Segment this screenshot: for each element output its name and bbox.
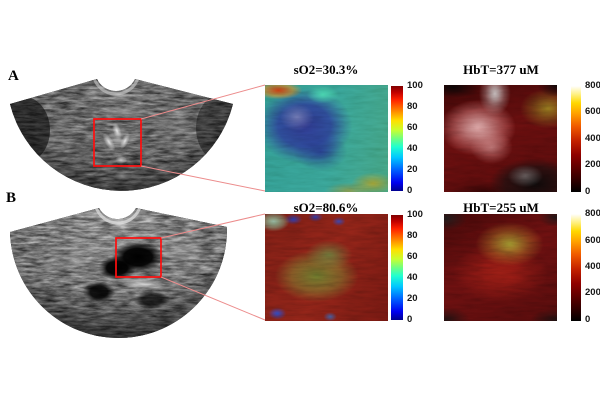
so2-heatmap-a — [265, 85, 388, 192]
jet-b-tick-20: 20 — [407, 293, 418, 304]
jet-b-tick-80: 80 — [407, 230, 418, 241]
speckle-texture — [444, 214, 557, 321]
jet-a-tick-100: 100 — [407, 80, 423, 91]
hbt-heatmap-a — [444, 85, 557, 192]
hot-a-tick-200: 200 — [585, 159, 600, 170]
hot-b-tick-400: 400 — [585, 261, 600, 272]
jet-a-tick-80: 80 — [407, 101, 418, 112]
jet-b-tick-100: 100 — [407, 209, 423, 220]
jet-b-tick-0: 0 — [407, 314, 413, 325]
panel-label-b: B — [6, 190, 17, 206]
hot-b-tick-0: 0 — [585, 314, 591, 325]
hot-a-tick-400: 400 — [585, 133, 600, 144]
jet-b-tick-60: 60 — [407, 251, 418, 262]
hbt-title-a: HbT=377 uM — [463, 62, 539, 77]
hot-b-tick-800: 800 — [585, 208, 600, 219]
colorbar-jet-b — [391, 215, 403, 320]
speckle-texture — [265, 214, 388, 321]
speckle-texture — [444, 85, 557, 192]
so2-heatmap-b — [265, 214, 388, 321]
hbt-title-b: HbT=255 uM — [463, 200, 539, 215]
speckle-texture — [265, 85, 388, 192]
jet-a-tick-60: 60 — [407, 122, 418, 133]
colorbar-jet-a — [391, 86, 403, 191]
jet-b-tick-40: 40 — [407, 272, 418, 283]
jet-a-tick-40: 40 — [407, 143, 418, 154]
callout-line-a-bottom — [140, 165, 266, 192]
jet-a-tick-0: 0 — [407, 185, 413, 196]
roi-box-a — [93, 118, 142, 167]
hot-b-tick-600: 600 — [585, 235, 600, 246]
colorbar-hot-b — [571, 214, 581, 321]
hot-a-tick-800: 800 — [585, 80, 600, 91]
hot-a-tick-600: 600 — [585, 106, 600, 117]
roi-box-b — [115, 237, 162, 278]
callout-line-a-top — [140, 84, 266, 120]
callout-line-b-bottom — [160, 276, 266, 321]
ultrasound-fan-a — [10, 79, 233, 191]
hot-a-tick-0: 0 — [585, 186, 591, 197]
hot-b-tick-200: 200 — [585, 287, 600, 298]
so2-title-b: sO2=80.6% — [293, 200, 359, 215]
so2-title-a: sO2=30.3% — [293, 62, 359, 77]
hbt-heatmap-b — [444, 214, 557, 321]
ultrasound-fan-b — [10, 208, 228, 338]
panel-label-a: A — [8, 68, 19, 84]
jet-a-tick-20: 20 — [407, 164, 418, 175]
callout-line-b-top — [160, 213, 266, 239]
colorbar-hot-a — [571, 86, 581, 192]
